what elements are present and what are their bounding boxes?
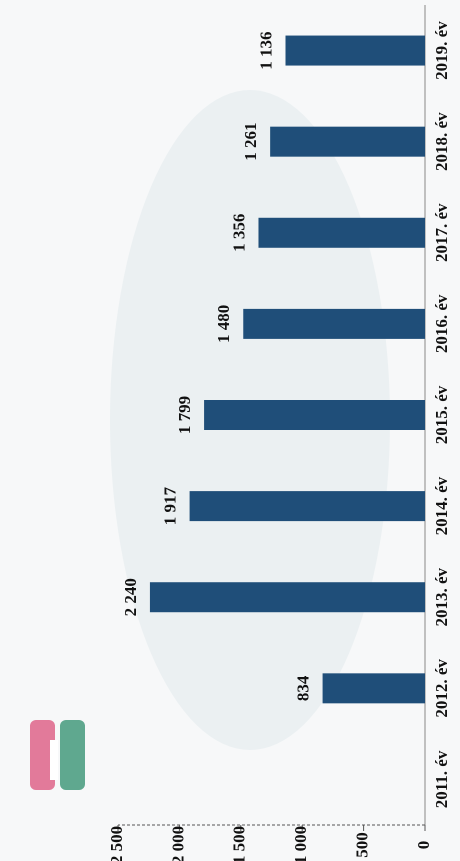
value-label: 1 356	[229, 214, 248, 252]
x-tick-label: 2016. év	[432, 294, 451, 353]
value-label: 1 261	[241, 123, 260, 161]
y-tick-label: 2 000	[168, 826, 187, 861]
bar	[258, 217, 425, 248]
logo	[30, 720, 85, 790]
value-label: 1 136	[256, 31, 275, 69]
x-tick-label: 2018. év	[432, 112, 451, 171]
value-label: 1 480	[214, 305, 233, 343]
x-tick-label: 2013. év	[432, 567, 451, 626]
bar	[243, 308, 425, 339]
value-label: 1 799	[175, 396, 194, 434]
y-tick-label: 1 000	[291, 826, 310, 861]
value-label: 1 917	[160, 486, 179, 525]
x-tick-label: 2017. év	[432, 203, 451, 262]
bar	[322, 673, 425, 704]
bar	[189, 491, 425, 522]
x-tick-label: 2011. év	[432, 750, 451, 808]
bar	[270, 126, 425, 157]
value-label: 834	[293, 675, 312, 701]
x-tick-label: 2015. év	[432, 385, 451, 444]
value-label: 2 240	[121, 578, 140, 616]
y-tick-label: 500	[353, 832, 372, 858]
y-tick-label: 0	[414, 841, 433, 850]
x-tick-label: 2019. év	[432, 21, 451, 80]
x-tick-label: 2014. év	[432, 476, 451, 535]
bar	[149, 582, 426, 613]
bar	[204, 400, 425, 430]
x-tick-label: 2012. év	[432, 659, 451, 718]
y-tick-label: 2 500	[107, 826, 126, 861]
bar	[285, 35, 425, 66]
y-tick-label: 1 500	[230, 826, 249, 861]
